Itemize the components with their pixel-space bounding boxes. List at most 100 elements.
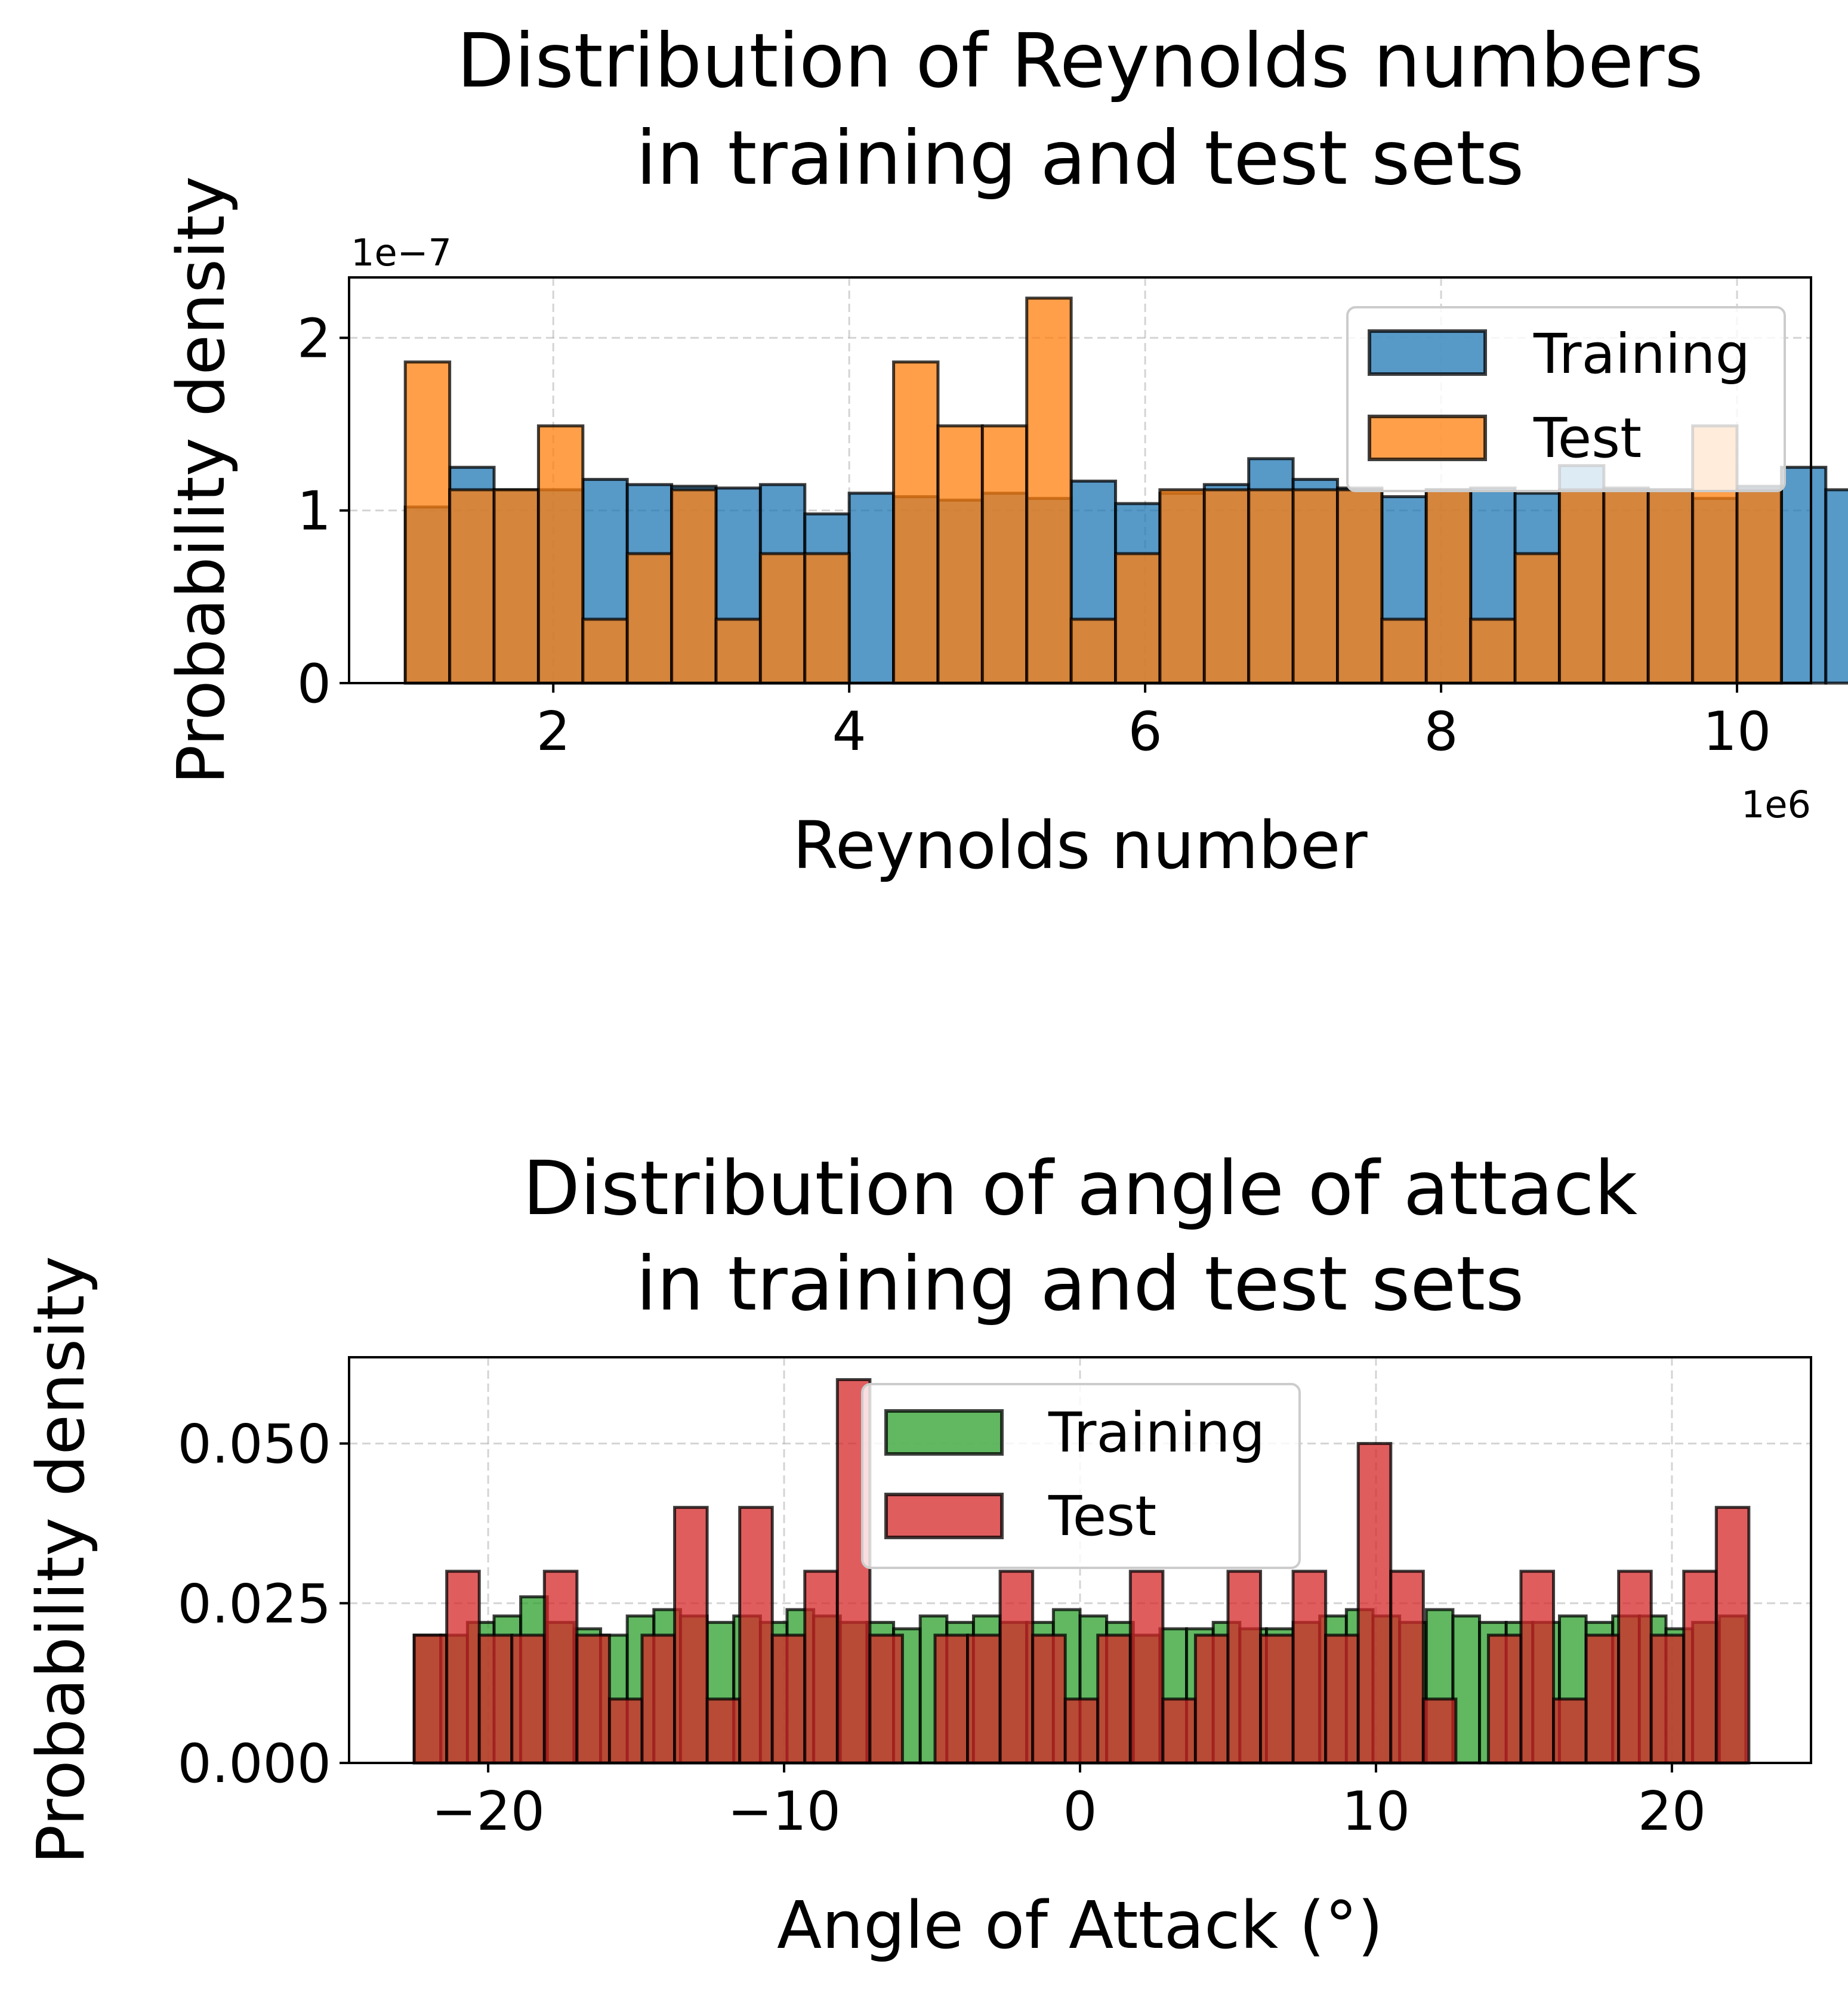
aoa-bar-test-19 <box>1031 1633 1067 1765</box>
aoa-title-line-2: in training and test sets <box>636 1241 1525 1327</box>
aoa-bar-test-31 <box>1421 1697 1458 1765</box>
aoa-bar-test-25 <box>1226 1570 1263 1765</box>
aoa-y-tick-label-2: 0.050 <box>177 1413 331 1476</box>
aoa-bar-test-35 <box>1552 1697 1588 1765</box>
reynolds-bar-test-8 <box>758 552 807 685</box>
reynolds-x-axis-label: Reynolds number <box>792 807 1368 884</box>
reynolds-x-tick-label-1: 4 <box>832 700 866 763</box>
aoa-x-tick-label-1: −10 <box>727 1780 841 1843</box>
reynolds-legend: Training Test <box>1346 306 1786 492</box>
reynolds-bar-test-20 <box>1291 488 1339 685</box>
aoa-legend-swatch-test <box>884 1493 1004 1539</box>
reynolds-bar-test-2 <box>492 488 540 685</box>
reynolds-series-test <box>403 297 1783 685</box>
reynolds-plot-frame <box>348 276 1812 684</box>
aoa-bar-test-18 <box>998 1570 1035 1765</box>
aoa-bar-test-40 <box>1714 1506 1751 1765</box>
reynolds-bar-test-12 <box>936 424 984 685</box>
reynolds-bar-test-11 <box>892 360 940 685</box>
reynolds-legend-swatch-test <box>1368 415 1487 461</box>
aoa-bar-test-30 <box>1389 1570 1425 1765</box>
reynolds-bar-test-7 <box>714 617 762 685</box>
aoa-x-tick-label-2: 0 <box>1063 1780 1097 1843</box>
aoa-bar-test-14 <box>868 1633 904 1765</box>
reynolds-bar-test-4 <box>581 617 629 685</box>
reynolds-y-tick-label-2: 2 <box>297 307 331 370</box>
aoa-legend-label-test: Test <box>1048 1484 1156 1548</box>
reynolds-legend-swatch-training <box>1368 329 1487 376</box>
reynolds-title-line-1: Distribution of Reynolds numbers <box>457 18 1704 104</box>
aoa-bar-test-34 <box>1519 1570 1556 1765</box>
aoa-bar-test-37 <box>1617 1570 1653 1765</box>
aoa-bar-test-36 <box>1584 1633 1621 1765</box>
reynolds-x-tick-label-4: 10 <box>1703 700 1772 763</box>
aoa-x-tick-label-4: 20 <box>1638 1780 1707 1843</box>
reynolds-x-tick-label-2: 6 <box>1128 700 1162 763</box>
aoa-bar-test-20 <box>1063 1697 1100 1765</box>
reynolds-bar-test-6 <box>670 488 718 685</box>
reynolds-x-tick-label-0: 2 <box>536 700 570 763</box>
aoa-y-axis-label: Probability density <box>23 1256 99 1864</box>
aoa-bar-test-4 <box>542 1570 579 1765</box>
reynolds-title-line-2: in training and test sets <box>636 115 1525 202</box>
aoa-title-line-1: Distribution of angle of attack <box>523 1145 1638 1232</box>
aoa-legend: Training Test <box>861 1383 1301 1569</box>
reynolds-y-axis-label: Probability density <box>163 176 239 785</box>
aoa-bar-test-27 <box>1291 1570 1328 1765</box>
aoa-x-axis-label: Angle of Attack (°) <box>777 1887 1383 1963</box>
reynolds-bar-test-13 <box>980 424 1029 685</box>
reynolds-bar-test-0 <box>403 360 452 685</box>
aoa-bar-test-17 <box>966 1633 1002 1765</box>
aoa-x-tick-label-0: −20 <box>431 1780 545 1843</box>
aoa-bar-test-28 <box>1324 1633 1360 1765</box>
aoa-bar-test-22 <box>1128 1570 1165 1765</box>
aoa-bar-test-0 <box>412 1633 449 1765</box>
aoa-bar-test-10 <box>738 1506 774 1765</box>
reynolds-bar-test-28 <box>1646 488 1695 685</box>
aoa-legend-swatch-training <box>884 1409 1004 1456</box>
reynolds-bar-test-9 <box>803 552 851 685</box>
reynolds-bar-test-3 <box>536 424 585 685</box>
reynolds-bar-test-24 <box>1469 617 1517 685</box>
aoa-bar-test-39 <box>1682 1570 1718 1765</box>
reynolds-x-tick-label-3: 8 <box>1424 700 1458 763</box>
reynolds-legend-label-test: Test <box>1533 406 1642 470</box>
aoa-bar-test-24 <box>1193 1633 1230 1765</box>
aoa-bar-test-21 <box>1096 1633 1132 1765</box>
aoa-bar-test-23 <box>1161 1697 1197 1765</box>
aoa-bar-test-6 <box>607 1697 644 1765</box>
reynolds-bar-test-22 <box>1380 617 1428 685</box>
aoa-y-tick-label-1: 0.025 <box>177 1573 331 1635</box>
aoa-bar-test-33 <box>1486 1633 1523 1765</box>
reynolds-y-offset-label: 1e−7 <box>351 231 452 274</box>
reynolds-x-offset-label: 1e6 <box>1741 783 1811 826</box>
reynolds-bar-test-16 <box>1114 552 1162 685</box>
reynolds-bar-test-21 <box>1335 488 1384 685</box>
reynolds-chart: Distribution of Reynolds numbers in trai… <box>163 18 1848 884</box>
reynolds-bar-training-32 <box>1824 488 1848 685</box>
aoa-legend-label-training: Training <box>1048 1401 1265 1465</box>
aoa-y-tick-label-0: 0.000 <box>177 1733 331 1795</box>
aoa-ticks: −20 −10 0 10 20 0.000 0.025 0.050 <box>177 1413 1706 1843</box>
reynolds-bar-test-17 <box>1158 488 1206 685</box>
reynolds-bar-test-26 <box>1557 488 1606 685</box>
reynolds-legend-label-training: Training <box>1533 322 1750 386</box>
aoa-bar-test-11 <box>770 1633 807 1765</box>
reynolds-bar-test-30 <box>1735 488 1783 685</box>
reynolds-y-tick-label-1: 1 <box>297 480 331 543</box>
reynolds-y-tick-label-0: 0 <box>297 653 331 715</box>
aoa-bar-test-26 <box>1259 1633 1295 1765</box>
reynolds-bar-test-19 <box>1247 488 1295 685</box>
aoa-x-tick-label-3: 10 <box>1342 1780 1411 1843</box>
aoa-bar-test-8 <box>673 1506 709 1765</box>
reynolds-bar-test-5 <box>625 552 674 685</box>
aoa-bar-test-2 <box>477 1633 514 1765</box>
aoa-bar-test-5 <box>575 1633 611 1765</box>
reynolds-bar-test-18 <box>1202 488 1251 685</box>
aoa-bar-test-38 <box>1649 1633 1686 1765</box>
reynolds-bar-test-14 <box>1025 297 1073 685</box>
reynolds-bars <box>403 297 1848 685</box>
reynolds-bar-test-15 <box>1069 617 1118 685</box>
aoa-bar-test-1 <box>445 1570 481 1765</box>
